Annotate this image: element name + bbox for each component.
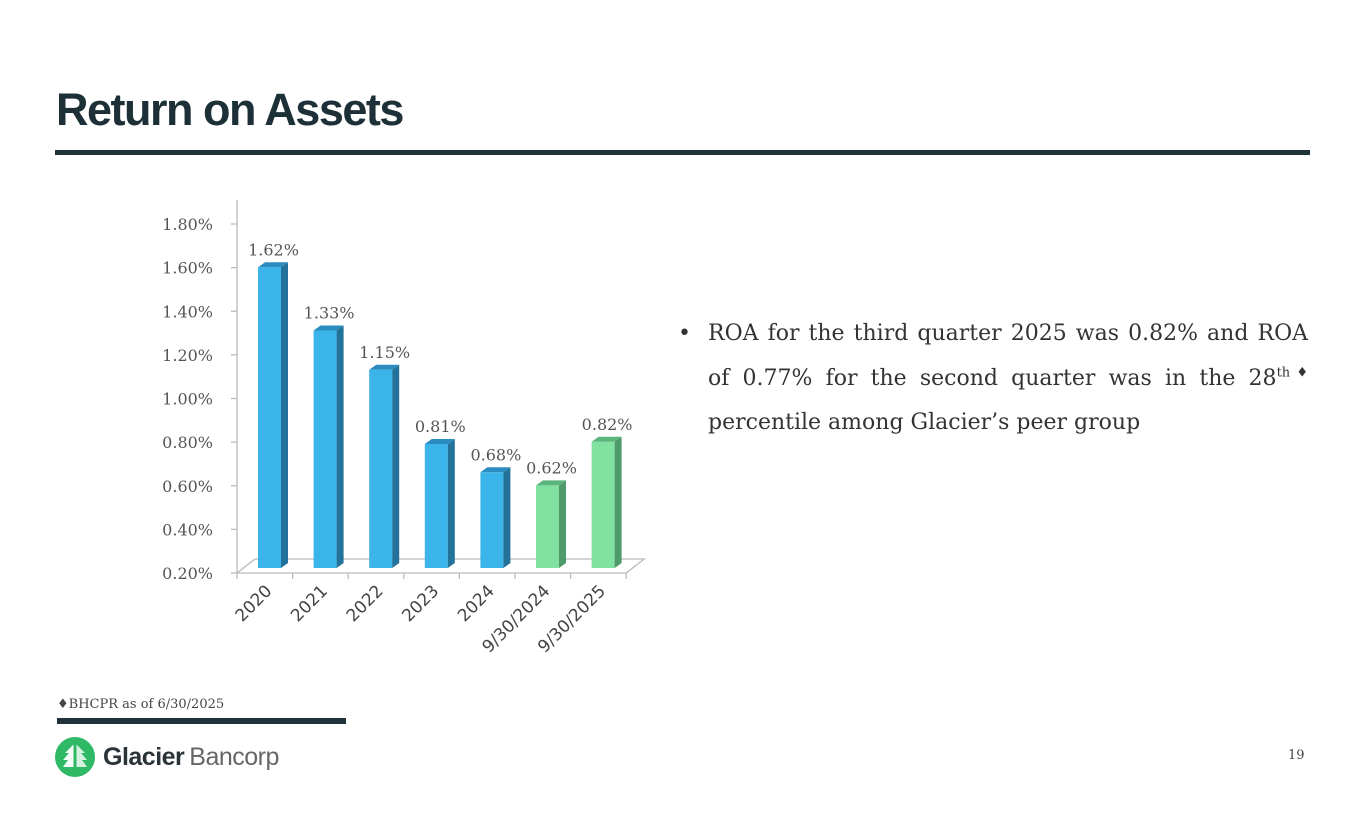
chart-floor: [235, 558, 647, 574]
x-tick-label: 2021: [287, 581, 332, 626]
y-tick-label: 1.60%: [162, 259, 213, 278]
x-tick-label: 2022: [343, 581, 388, 626]
bar-side: [281, 262, 288, 568]
y-tick-label: 0.40%: [162, 520, 213, 539]
bar-side: [503, 467, 511, 568]
x-tick-label: 2023: [398, 581, 443, 626]
data-label: 1.62%: [248, 240, 299, 259]
data-label: 1.33%: [304, 304, 355, 323]
bar-side: [392, 364, 400, 568]
y-tick-label: 1.00%: [162, 390, 213, 409]
title-divider: [55, 150, 1310, 155]
bar-front-9/30/2025: [591, 441, 615, 568]
y-tick-label: 0.20%: [162, 564, 213, 583]
bar-top: [258, 262, 288, 268]
data-label: 0.81%: [415, 417, 466, 436]
bar-front-9/30/2024: [536, 485, 559, 568]
y-tick-label: 1.40%: [162, 302, 213, 321]
bullet-text-main: ROA for the third quarter 2025 was 0.82%…: [708, 321, 1308, 391]
bar-side: [336, 325, 344, 568]
bar-top: [369, 364, 400, 370]
bar-top: [480, 467, 511, 473]
bullet-text: ROA for the third quarter 2025 was 0.82%…: [708, 312, 1308, 446]
y-tick-label: 1.80%: [162, 215, 213, 234]
footnote: ♦BHCPR as of 6/30/2025: [57, 697, 225, 712]
glacier-tree-icon: [55, 737, 95, 777]
x-tick-label: 2024: [454, 581, 499, 626]
bar-front-2021: [313, 330, 337, 568]
bullet-superscript: th♦: [1276, 365, 1308, 381]
data-label: 0.68%: [470, 445, 521, 464]
data-label: 0.62%: [526, 458, 577, 477]
bullet-point: • ROA for the third quarter 2025 was 0.8…: [678, 312, 1308, 446]
bar-top: [536, 480, 566, 486]
x-tick-label: 2020: [232, 581, 277, 626]
logo-text-bancorp: Bancorp: [189, 742, 279, 771]
bullet-text-end: percentile among Glacier’s peer group: [708, 410, 1141, 435]
bar-front-2023: [424, 443, 448, 568]
bar-side: [447, 438, 455, 568]
bar-front-2020: [258, 267, 281, 568]
bar-front-2022: [369, 369, 393, 568]
page-title: Return on Assets: [56, 84, 404, 135]
data-label: 1.15%: [359, 343, 410, 362]
footer-divider: [57, 718, 346, 724]
bullet-icon: •: [678, 321, 691, 346]
page-number: 19: [1288, 748, 1305, 763]
bar-top: [591, 436, 622, 442]
bar-top: [313, 325, 344, 331]
company-logo: Glacier Bancorp: [55, 737, 279, 777]
y-tick-label: 0.60%: [162, 477, 213, 496]
bar-top: [424, 438, 455, 444]
data-label: 0.82%: [582, 415, 633, 434]
bar-side: [614, 436, 622, 568]
y-tick-label: 1.20%: [162, 346, 213, 365]
y-tick-label: 0.80%: [162, 433, 213, 452]
logo-text-glacier: Glacier: [103, 742, 185, 771]
bar-side: [559, 480, 566, 568]
bar-front-2024: [480, 472, 504, 568]
